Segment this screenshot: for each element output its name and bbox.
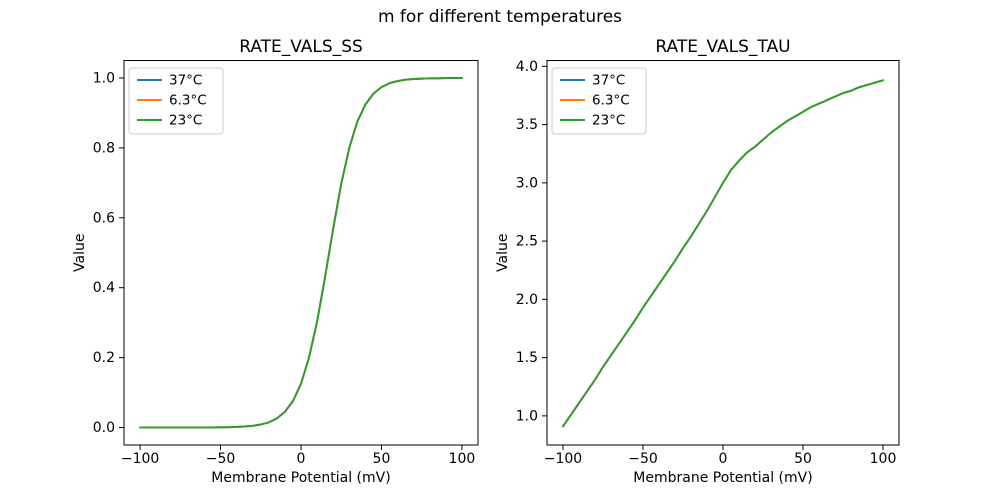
legend-label-6-3-c: 6.3°C bbox=[169, 93, 207, 109]
x-tick-label: −50 bbox=[628, 451, 658, 467]
subplot-title: RATE_VALS_SS bbox=[239, 37, 363, 57]
y-tick-label: 1.0 bbox=[516, 408, 538, 424]
x-tick-label: 0 bbox=[719, 451, 728, 467]
x-tick-label: 50 bbox=[794, 451, 812, 467]
y-tick-label: 0.4 bbox=[93, 280, 115, 296]
x-tick-label: −100 bbox=[544, 451, 582, 467]
y-tick-label: 3.5 bbox=[516, 117, 538, 133]
y-tick-label: 3.0 bbox=[516, 175, 538, 191]
x-axis-label: Membrane Potential (mV) bbox=[633, 470, 812, 486]
y-tick-label: 2.0 bbox=[516, 292, 538, 308]
x-tick-label: 50 bbox=[373, 451, 391, 467]
x-tick-label: 0 bbox=[297, 451, 306, 467]
chart-rate-vals-tau: RATE_VALS_TAU −100 −50 0 50 100 1.0 1.5 2.0 2.5 3.… bbox=[495, 37, 900, 486]
y-tick-label: 0.6 bbox=[93, 210, 115, 226]
legend-label-37-c: 37°C bbox=[592, 73, 625, 89]
legend-label-37-c: 37°C bbox=[169, 73, 202, 89]
y-tick-label: 1.0 bbox=[93, 70, 115, 86]
x-tick-label: −50 bbox=[206, 451, 236, 467]
chart-rate-vals-ss: RATE_VALS_SS −100 −50 0 50 100 0.0 0.2 0.4 0.6 0.8… bbox=[72, 37, 479, 486]
subplot-title: RATE_VALS_TAU bbox=[655, 37, 790, 57]
x-tick-label: −100 bbox=[121, 451, 159, 467]
y-tick-label: 0.2 bbox=[93, 350, 115, 366]
y-tick-label: 4.0 bbox=[516, 59, 538, 75]
legend-label-23-c: 23°C bbox=[169, 113, 202, 129]
curve-23-c bbox=[139, 77, 463, 429]
y-axis-label: Value bbox=[495, 234, 511, 272]
legend-box bbox=[128, 67, 224, 135]
x-tick-label: 100 bbox=[870, 451, 897, 467]
y-tick-label: 0.0 bbox=[93, 420, 115, 436]
x-axis-label: Membrane Potential (mV) bbox=[211, 470, 390, 486]
x-tick-label: 100 bbox=[449, 451, 476, 467]
legend: 37°C 6.3°C 23°C bbox=[128, 67, 224, 135]
legend-label-6-3-c: 6.3°C bbox=[592, 93, 630, 109]
legend: 37°C 6.3°C 23°C bbox=[551, 67, 647, 135]
legend-label-23-c: 23°C bbox=[592, 113, 625, 129]
y-axis-label: Value bbox=[72, 234, 88, 272]
y-tick-label: 2.5 bbox=[516, 234, 538, 250]
curve-23-c bbox=[562, 79, 884, 428]
y-tick-label: 1.5 bbox=[516, 350, 538, 366]
figure-suptitle: m for different temperatures bbox=[377, 7, 623, 27]
legend-box bbox=[551, 67, 647, 135]
y-tick-label: 0.8 bbox=[93, 140, 115, 156]
